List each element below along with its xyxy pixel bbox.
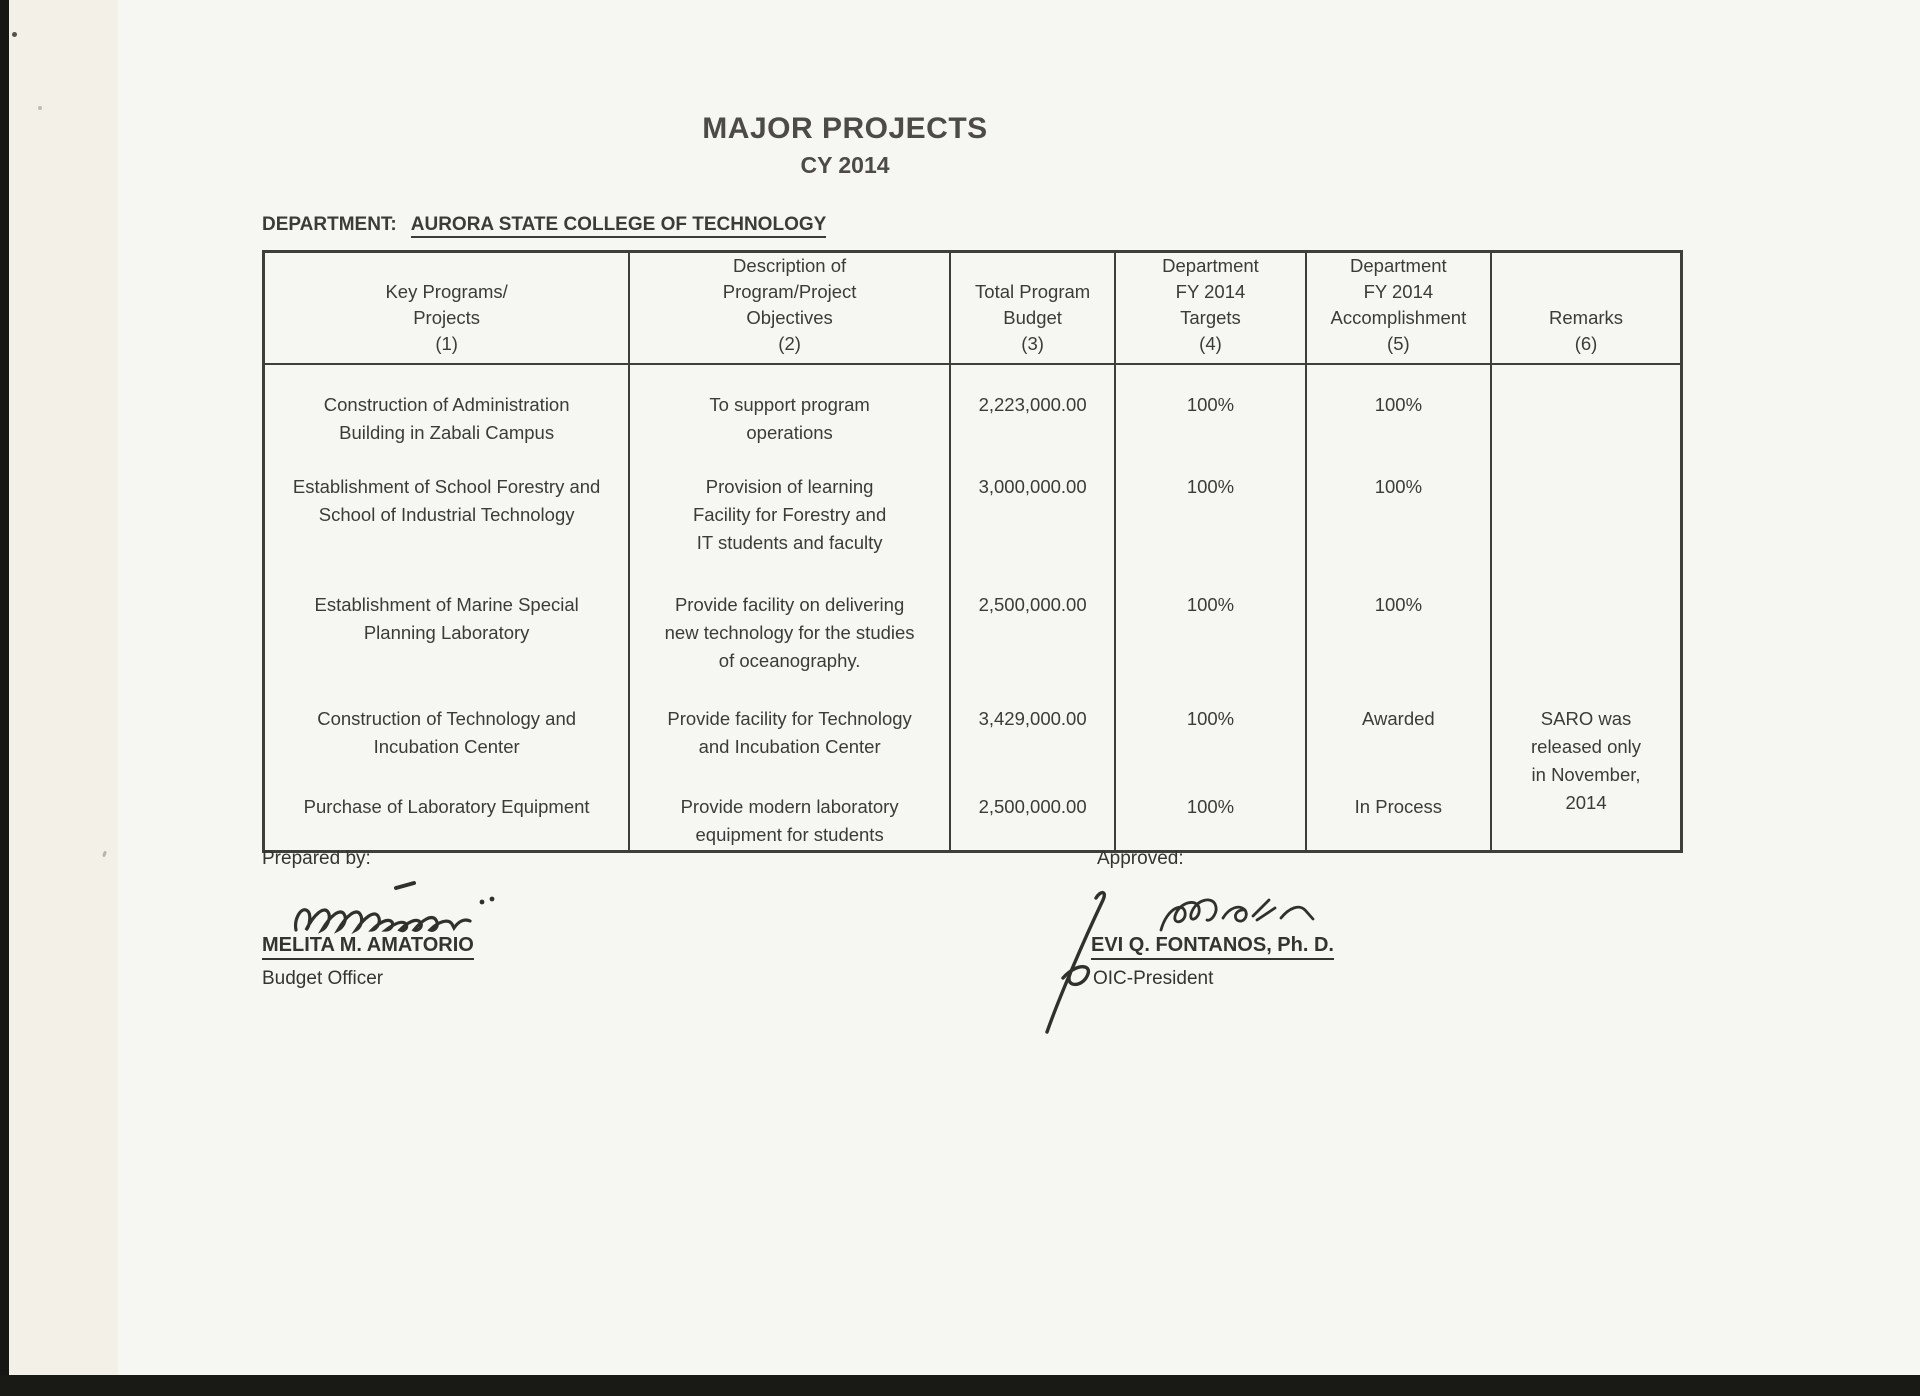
accomplishment-value: 100% bbox=[1374, 394, 1423, 415]
prepared-by-name: MELITA M. AMATORIO bbox=[262, 934, 474, 960]
project-name: Establishment of School Forestry and Sch… bbox=[292, 476, 601, 525]
column-objectives: To support program operations Provision … bbox=[628, 363, 951, 853]
signature-approved-flourish bbox=[1159, 898, 1315, 932]
column-budget: 2,223,000.00 3,000,000.00 2,500,000.00 3… bbox=[948, 363, 1117, 853]
approved-label: Approved: bbox=[1097, 848, 1184, 869]
scan-speck bbox=[38, 106, 42, 110]
target-value: 100% bbox=[1186, 394, 1235, 415]
department-label: DEPARTMENT: bbox=[262, 214, 397, 235]
approved-title: OIC-President bbox=[1093, 968, 1214, 989]
approved-block: Approved: EVI Q. FONTANOS, Ph. D. OIC-Pr… bbox=[1035, 848, 1395, 1068]
project-name: Construction of Administration Building … bbox=[323, 394, 570, 443]
project-name: Construction of Technology and Incubatio… bbox=[317, 708, 577, 757]
budget-value: 2,500,000.00 bbox=[978, 796, 1087, 817]
target-value: 100% bbox=[1186, 594, 1235, 615]
projects-table: Key Programs/ Projects (1) Description o… bbox=[262, 250, 1683, 853]
project-objective: Provision of learning Facility for Fores… bbox=[692, 476, 887, 553]
project-objective: Provide facility on delivering new techn… bbox=[664, 594, 915, 671]
target-value: 100% bbox=[1186, 476, 1235, 497]
column-accomplishment: 100% 100% 100% Awarded In Process bbox=[1304, 363, 1493, 853]
col-header-targets: Department FY 2014 Targets (4) bbox=[1114, 250, 1307, 365]
project-name: Establishment of Marine Special Planning… bbox=[314, 594, 579, 643]
prepared-by-block: Prepared by: MELITA M. AMATORIO Budget O… bbox=[262, 848, 602, 1038]
column-remarks: SARO was released only in November, 2014 bbox=[1490, 363, 1683, 853]
budget-value: 2,500,000.00 bbox=[978, 594, 1087, 615]
accomplishment-value: 100% bbox=[1374, 476, 1423, 497]
department-line: DEPARTMENT: AURORA STATE COLLEGE OF TECHN… bbox=[262, 214, 827, 238]
col-header-budget: Total Program Budget (3) bbox=[948, 250, 1117, 365]
budget-value: 3,429,000.00 bbox=[978, 708, 1087, 729]
col-header-key-programs: Key Programs/ Projects (1) bbox=[262, 250, 631, 365]
table-body-row: Construction of Administration Building … bbox=[262, 363, 1683, 853]
scan-edge-bottom bbox=[0, 1375, 1920, 1396]
project-objective: Provide facility for Technology and Incu… bbox=[667, 708, 912, 757]
target-value: 100% bbox=[1186, 708, 1235, 729]
table-header-row: Key Programs/ Projects (1) Description o… bbox=[262, 250, 1683, 365]
department-name: AURORA STATE COLLEGE OF TECHNOLOGY bbox=[410, 214, 827, 238]
col-header-remarks: Remarks (6) bbox=[1490, 250, 1683, 365]
col-header-description: Description of Program/Project Objective… bbox=[628, 250, 951, 365]
prepared-by-label: Prepared by: bbox=[262, 848, 371, 869]
page-subtitle: CY 2014 bbox=[800, 152, 890, 178]
project-name: Purchase of Laboratory Equipment bbox=[303, 796, 590, 817]
approved-name: EVI Q. FONTANOS, Ph. D. bbox=[1091, 934, 1334, 960]
scan-edge-left bbox=[0, 0, 9, 1396]
column-targets: 100% 100% 100% 100% 100% bbox=[1114, 363, 1307, 853]
accomplishment-value: Awarded bbox=[1362, 708, 1435, 729]
budget-value: 2,223,000.00 bbox=[978, 394, 1087, 415]
page-title: MAJOR PROJECTS bbox=[702, 112, 988, 145]
column-projects: Construction of Administration Building … bbox=[262, 363, 631, 853]
prepared-by-title: Budget Officer bbox=[262, 968, 384, 989]
project-objective: To support program operations bbox=[709, 394, 870, 443]
project-objective: Provide modern laboratory equipment for … bbox=[680, 796, 899, 845]
target-value: 100% bbox=[1186, 796, 1235, 817]
budget-value: 3,000,000.00 bbox=[978, 476, 1087, 497]
signature-prepared bbox=[294, 881, 495, 935]
scan-speck bbox=[12, 32, 17, 37]
accomplishment-value: 100% bbox=[1374, 594, 1423, 615]
remarks-text: SARO was released only in November, 2014 bbox=[1531, 708, 1642, 813]
col-header-accomplishment: Department FY 2014 Accomplishment (5) bbox=[1304, 250, 1493, 365]
paper-fold-band bbox=[9, 0, 118, 1375]
signature-approved-slash bbox=[1045, 890, 1106, 1034]
accomplishment-value: In Process bbox=[1354, 796, 1443, 817]
